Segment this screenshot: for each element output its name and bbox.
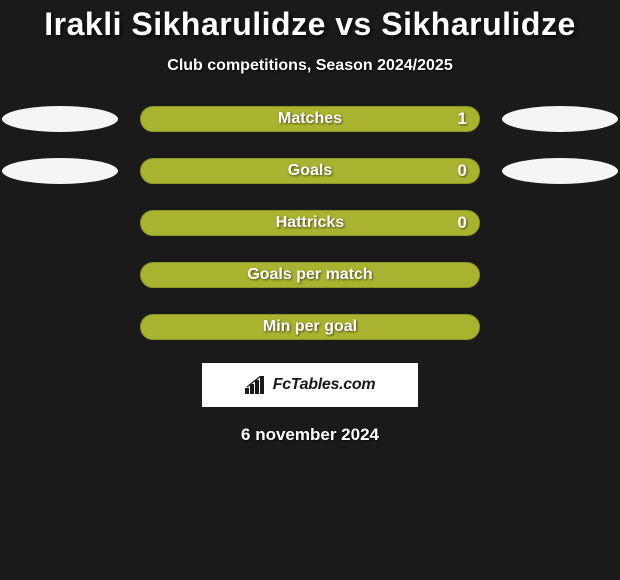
stat-bar-goals-per-match: Goals per match <box>140 262 480 288</box>
left-pill-icon <box>2 158 118 184</box>
stat-bar-min-per-goal: Min per goal <box>140 314 480 340</box>
footer-date: 6 november 2024 <box>0 425 620 445</box>
stat-row: Goals 0 <box>0 157 620 185</box>
stat-label: Hattricks <box>276 214 344 232</box>
branding-banner[interactable]: FcTables.com <box>202 363 418 407</box>
comparison-card: Irakli Sikharulidze vs Sikharulidze Club… <box>0 0 620 445</box>
stat-row: Min per goal <box>0 313 620 341</box>
stat-label: Min per goal <box>263 318 357 336</box>
left-pill-icon <box>2 106 118 132</box>
page-subtitle: Club competitions, Season 2024/2025 <box>0 57 620 75</box>
right-pill-icon <box>502 106 618 132</box>
right-pill-icon <box>502 158 618 184</box>
branding-text: FcTables.com <box>273 376 376 394</box>
page-title: Irakli Sikharulidze vs Sikharulidze <box>0 6 620 43</box>
stat-label: Matches <box>278 110 342 128</box>
stat-label: Goals <box>288 162 332 180</box>
stat-bar-goals: Goals 0 <box>140 158 480 184</box>
stat-bar-hattricks: Hattricks 0 <box>140 210 480 236</box>
bar-chart-icon <box>245 376 267 394</box>
stat-row: Matches 1 <box>0 105 620 133</box>
stat-label: Goals per match <box>247 266 372 284</box>
stat-row: Hattricks 0 <box>0 209 620 237</box>
stat-value: 0 <box>458 161 467 181</box>
stats-rows: Matches 1 Goals 0 Hattricks 0 Goals <box>0 105 620 341</box>
stat-bar-matches: Matches 1 <box>140 106 480 132</box>
stat-value: 0 <box>458 213 467 233</box>
stat-value: 1 <box>458 109 467 129</box>
stat-row: Goals per match <box>0 261 620 289</box>
